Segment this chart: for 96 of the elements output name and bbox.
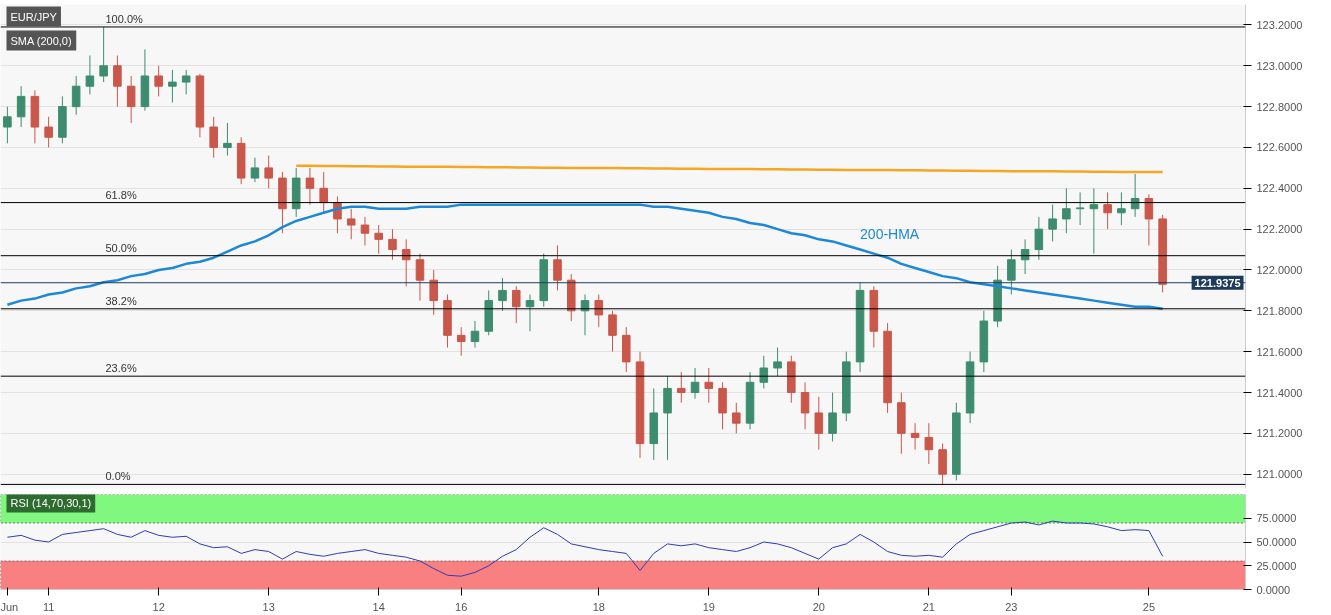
y-tick-label: 121.4000 — [1256, 386, 1303, 399]
candlestick — [1089, 187, 1099, 255]
candlestick — [690, 367, 700, 400]
candlestick — [704, 367, 714, 404]
candlestick — [99, 26, 108, 83]
candlestick — [1117, 191, 1126, 226]
candlestick — [759, 355, 769, 389]
candlestick — [1075, 191, 1085, 226]
y-tick-label: 122.8000 — [1256, 100, 1303, 113]
y-tick-label: 121.0000 — [1256, 468, 1303, 481]
x-tick-label: 16 — [455, 600, 468, 613]
candlestick — [85, 55, 95, 95]
candlestick — [828, 392, 837, 443]
candlestick — [608, 310, 617, 353]
x-tick-label: 25 — [1142, 600, 1156, 613]
y-tick-label: 50.0000 — [1256, 536, 1297, 548]
y-tick-label: 0.0000 — [1256, 583, 1291, 596]
x-tick-label: Jun — [0, 600, 19, 613]
candlestick — [44, 116, 53, 148]
candlestick — [511, 285, 521, 324]
candlestick — [732, 402, 741, 434]
annotation: 38.2% — [105, 294, 137, 307]
chart-title: RSI (14,70,30,1) — [10, 496, 92, 509]
line-series — [6, 203, 1164, 311]
candlestick — [16, 85, 26, 128]
candlestick — [814, 396, 824, 451]
candlestick — [1130, 173, 1140, 218]
candlestick — [910, 422, 920, 451]
candlestick — [456, 326, 466, 357]
candlestick — [126, 75, 136, 124]
candlestick — [553, 244, 562, 291]
y-tick-label: 123.0000 — [1256, 59, 1303, 72]
candlestick — [360, 216, 370, 246]
candlestick — [305, 167, 315, 206]
candlestick — [1048, 204, 1057, 242]
y-tick-label: 121.8000 — [1256, 304, 1303, 317]
text: EUR/JPY — [10, 10, 58, 23]
x-tick-label: 14 — [372, 600, 385, 613]
x-tick-label: 23 — [1005, 600, 1018, 613]
y-tick-label: 122.4000 — [1256, 182, 1303, 195]
candlestick — [677, 371, 686, 404]
y-tick-label: 25.0000 — [1256, 559, 1297, 572]
candlestick — [1034, 216, 1044, 261]
candlestick — [594, 293, 604, 328]
candlestick — [181, 69, 191, 95]
candlestick — [429, 269, 438, 316]
candlestick — [154, 65, 163, 97]
candlestick — [264, 155, 273, 189]
x-tick-label: 19 — [702, 600, 715, 613]
candlestick — [498, 277, 507, 312]
candlestick — [1144, 193, 1154, 246]
candlestick — [1007, 249, 1016, 295]
candlestick — [223, 122, 232, 157]
annotation: 0.0% — [105, 470, 131, 483]
candlestick — [1020, 238, 1030, 275]
candlestick — [168, 69, 177, 104]
line-series — [294, 164, 1164, 174]
candlestick — [924, 422, 934, 465]
candlestick — [1103, 191, 1112, 230]
candlestick — [346, 208, 356, 240]
y-tick-label: 121.2000 — [1256, 427, 1303, 440]
y-tick-label: 122.6000 — [1256, 141, 1303, 154]
annotation: 61.8% — [105, 188, 137, 201]
line-series — [6, 520, 1164, 577]
annotation: 100.0% — [105, 12, 144, 25]
candlestick — [319, 171, 328, 214]
annotation: 50.0% — [105, 241, 137, 254]
y-tick-label: 122.2000 — [1256, 223, 1303, 236]
candlestick — [800, 381, 810, 430]
x-tick-label: 18 — [592, 600, 605, 613]
candlestick — [470, 320, 480, 349]
y-tick-label: 123.2000 — [1256, 18, 1303, 31]
y-tick-label: 122.0000 — [1256, 263, 1303, 276]
x-tick-label: 11 — [42, 600, 55, 613]
candlestick — [525, 293, 535, 332]
candlestick — [250, 157, 260, 183]
x-tick-label: 12 — [152, 600, 165, 613]
ref-line-label: 121.9375 — [1194, 276, 1241, 289]
candlestick — [773, 347, 782, 377]
y-tick-label: 75.0000 — [1256, 512, 1297, 525]
candlestick — [1062, 187, 1071, 234]
candlestick — [209, 116, 218, 159]
candlestick — [374, 224, 383, 255]
candlestick — [388, 228, 397, 261]
annotation: SMA (200,0) — [10, 34, 72, 47]
x-tick-label: 13 — [262, 600, 275, 613]
x-tick-label: 20 — [812, 600, 825, 613]
candlestick — [71, 75, 81, 116]
y-tick-label: 121.6000 — [1256, 345, 1303, 358]
candlestick — [415, 253, 425, 302]
series-label: 200-HMA — [860, 225, 920, 242]
candlestick — [3, 106, 12, 144]
x-tick-label: 21 — [922, 600, 935, 613]
annotation: 23.6% — [105, 362, 137, 375]
candlestick — [401, 238, 411, 287]
candlestick — [113, 55, 122, 108]
